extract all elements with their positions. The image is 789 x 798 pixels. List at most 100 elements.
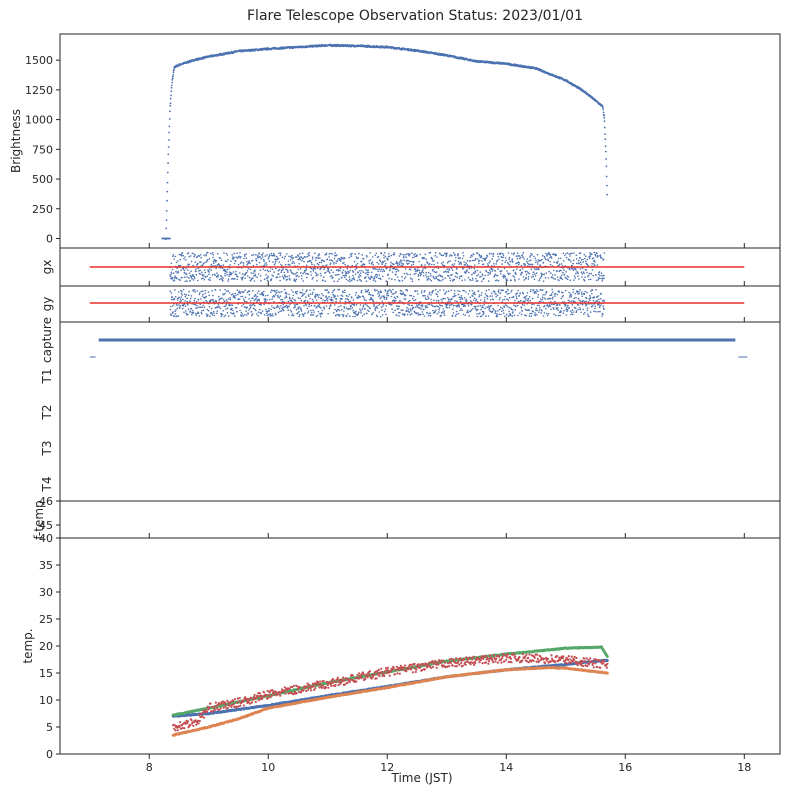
gy-point	[596, 300, 599, 302]
status-label-T3: T3	[40, 441, 54, 457]
gx-point	[370, 271, 373, 274]
gy-point	[376, 307, 379, 309]
gy-point	[352, 315, 354, 318]
gx-point	[434, 254, 437, 257]
gy-point	[454, 300, 456, 302]
gx-point	[388, 252, 390, 255]
gy-point	[566, 306, 568, 309]
gy-point	[383, 298, 386, 300]
gx-point	[343, 257, 346, 260]
gy-point	[340, 309, 343, 311]
gy-point	[195, 314, 198, 317]
gx-point	[495, 263, 498, 265]
gx-point	[513, 276, 516, 278]
gy-point	[595, 288, 597, 291]
gx-point	[244, 277, 246, 280]
gx-point	[448, 269, 451, 271]
gx-point	[585, 269, 588, 271]
gy-point	[242, 298, 245, 300]
gx-point	[570, 260, 572, 263]
gy-point	[210, 307, 213, 310]
gx-point	[246, 260, 248, 263]
gx-point	[245, 253, 247, 255]
gy-point	[287, 300, 290, 303]
gx-point	[376, 261, 378, 264]
gx-point	[517, 263, 520, 266]
gx-point	[349, 269, 352, 272]
gx-point	[261, 256, 264, 258]
gx-point	[590, 272, 593, 275]
gx-point	[509, 261, 512, 263]
gx-point	[466, 259, 469, 262]
gy-point	[180, 296, 183, 298]
gx-point	[430, 275, 432, 277]
brightness-point	[165, 210, 168, 212]
gy-point	[413, 299, 415, 302]
gy-point	[334, 308, 336, 311]
gx-point	[249, 262, 251, 265]
gy-point	[409, 308, 412, 310]
gx-point	[283, 257, 286, 260]
gy-point	[558, 291, 560, 293]
gy-point	[485, 289, 488, 292]
gx-point	[502, 275, 504, 278]
gx-point	[340, 276, 343, 279]
gy-point	[526, 292, 529, 294]
gy-point	[467, 309, 469, 312]
gy-point	[400, 309, 403, 312]
gy-point	[300, 310, 303, 312]
gy-point	[497, 310, 499, 312]
gx-point	[286, 278, 289, 281]
gy-point	[568, 306, 571, 309]
gx-point	[560, 263, 563, 265]
gx-point	[401, 275, 403, 278]
gy-point	[411, 304, 413, 307]
gx-point	[193, 277, 196, 280]
gx-point	[461, 279, 464, 282]
gy-point	[416, 306, 419, 308]
gx-point	[575, 258, 578, 260]
gx-point	[206, 275, 209, 278]
gy-point	[591, 305, 594, 307]
gx-point	[302, 257, 305, 259]
gy-point	[275, 314, 277, 316]
gx-point	[474, 264, 476, 266]
gx-point	[404, 276, 407, 278]
gy-point	[229, 297, 231, 299]
gy-point	[383, 295, 385, 297]
gx-point	[292, 260, 294, 263]
gx-point	[429, 251, 432, 254]
gy-point	[597, 310, 599, 313]
gy-point	[410, 309, 412, 312]
gx-point	[269, 270, 272, 272]
gx-point	[442, 278, 444, 281]
gx-point	[188, 277, 190, 279]
gy-point	[562, 294, 564, 297]
gx-point	[299, 268, 302, 270]
gy-point	[572, 313, 574, 316]
gx-point	[385, 280, 388, 282]
gx-point	[527, 271, 529, 274]
gx-point	[233, 262, 236, 265]
gy-point	[307, 312, 309, 314]
gx-point	[492, 255, 495, 257]
gy-point	[354, 294, 357, 296]
gy-point	[186, 297, 188, 300]
gy-point	[321, 312, 324, 315]
gx-point	[339, 260, 342, 262]
gy-point	[260, 304, 262, 306]
gx-point	[549, 260, 551, 263]
gy-point	[198, 293, 201, 296]
gx-point	[323, 276, 325, 279]
gx-point	[389, 268, 392, 270]
gx-point	[368, 260, 370, 262]
gx-point	[550, 255, 552, 258]
gy-point	[328, 291, 330, 294]
brightness-ytick-label: 0	[46, 232, 53, 245]
gx-point	[245, 271, 248, 274]
gx-point	[254, 275, 257, 277]
gx-point	[407, 273, 409, 276]
gx-point	[415, 272, 417, 275]
gy-point	[262, 293, 265, 296]
gx-point	[310, 267, 313, 270]
